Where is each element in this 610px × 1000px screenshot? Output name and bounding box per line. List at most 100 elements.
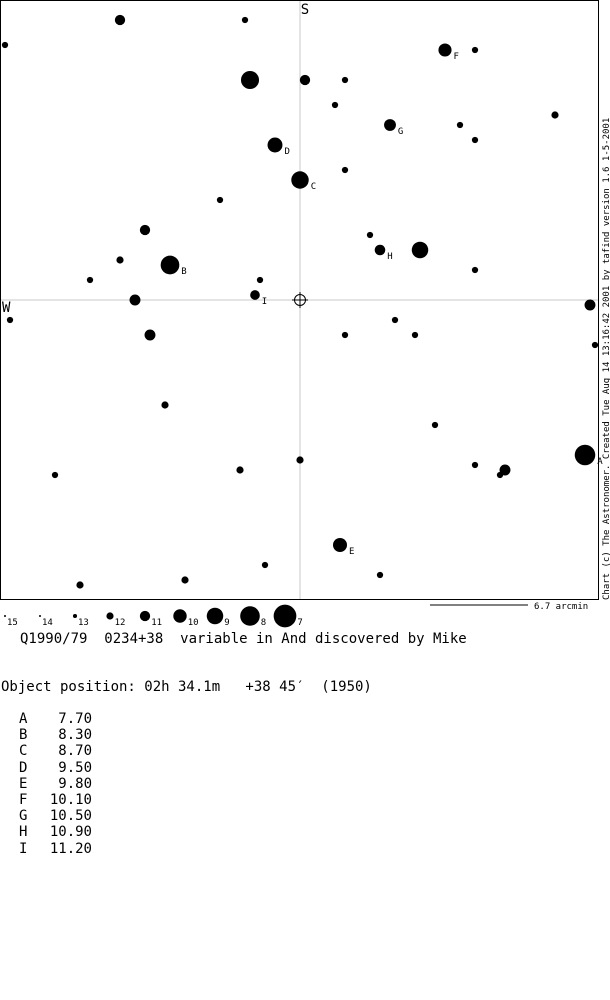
comparison-letter: G xyxy=(19,808,28,825)
field-star xyxy=(114,14,126,26)
comparison-star-c xyxy=(291,171,309,189)
star-label: H xyxy=(387,252,392,262)
key-label: 8 xyxy=(261,618,266,628)
field-star xyxy=(1,41,9,49)
key-label: 9 xyxy=(224,618,229,628)
field-star xyxy=(331,101,339,109)
field-star xyxy=(391,316,399,324)
comparison-row: A 7.70 xyxy=(19,711,92,727)
field-star xyxy=(584,299,596,311)
field-star xyxy=(296,456,304,464)
field-star xyxy=(6,316,14,324)
key-dot xyxy=(72,613,78,619)
key-dot xyxy=(39,615,41,617)
finder-chart: F G D C H B I A E S W Chart (c) The Astronomer. … xyxy=(0,0,610,628)
field-star xyxy=(471,461,479,469)
star-label: B xyxy=(181,267,186,277)
field-star xyxy=(86,276,94,284)
star-label: G xyxy=(398,127,403,137)
comparison-row: C 8.70 xyxy=(19,743,92,759)
field-star xyxy=(499,464,511,476)
field-star xyxy=(496,471,504,479)
comparison-star-f xyxy=(438,43,452,57)
object-position: Object position: 02h 34.1m +38 45′ (1950… xyxy=(1,679,372,695)
key-dot xyxy=(273,604,297,628)
key-dot xyxy=(106,612,114,620)
field-star xyxy=(299,74,311,86)
chart-title: Q1990/79 0234+38 variable in And discove… xyxy=(20,631,467,647)
star-label: F xyxy=(454,52,459,62)
key-dot xyxy=(139,610,151,622)
field-star xyxy=(366,231,374,239)
field-star xyxy=(591,341,599,349)
key-label: 10 xyxy=(188,618,199,628)
star-label: A xyxy=(597,457,603,467)
field-star xyxy=(411,331,419,339)
field-star xyxy=(256,276,264,284)
field-star xyxy=(551,111,559,119)
field-star xyxy=(376,571,384,579)
comparison-row: D 9.50 xyxy=(19,760,92,776)
target-marker-icon xyxy=(292,292,308,308)
comparison-magnitude: 7.70 xyxy=(58,711,92,727)
comparison-star-list: A 7.70 B 8.30 C 8.70 D 9.50 E 9.80 F 10.10 G 10… xyxy=(19,711,92,857)
field-star xyxy=(139,224,151,236)
field-star xyxy=(261,561,269,569)
field-star xyxy=(241,16,249,24)
field-star xyxy=(161,401,169,409)
comparison-magnitude: 10.10 xyxy=(49,791,92,808)
key-dot xyxy=(206,607,224,625)
key-dot xyxy=(240,606,260,626)
scale-label: 6.7 arcmin xyxy=(534,602,588,612)
key-label: 14 xyxy=(42,618,53,628)
star-label: I xyxy=(262,297,267,307)
comparison-row: H 10.90 xyxy=(19,824,92,840)
comparison-letter: E xyxy=(19,775,28,792)
star-field: F G D C H B I A E xyxy=(1,14,603,589)
comparison-magnitude: 8.30 xyxy=(58,727,92,744)
magnitude-key: 15 14 13 12 11 10 9 8 7 xyxy=(4,604,303,628)
north-label: S xyxy=(301,2,309,18)
key-label: 13 xyxy=(78,618,89,628)
comparison-magnitude: 10.90 xyxy=(49,824,92,841)
field-star xyxy=(144,329,156,341)
field-star xyxy=(456,121,464,129)
field-star xyxy=(129,294,141,306)
field-star xyxy=(471,46,479,54)
star-label: E xyxy=(349,547,354,557)
field-star xyxy=(411,241,429,259)
key-dot xyxy=(4,615,6,617)
comparison-magnitude: 9.50 xyxy=(58,759,92,776)
field-star xyxy=(51,471,59,479)
field-star xyxy=(471,266,479,274)
key-label: 11 xyxy=(151,618,162,628)
star-label: C xyxy=(311,182,316,192)
key-dot xyxy=(173,609,187,623)
field-star xyxy=(216,196,224,204)
comparison-star-e xyxy=(332,537,348,553)
key-label: 12 xyxy=(115,618,126,628)
comparison-row: F 10.10 xyxy=(19,792,92,808)
comparison-letter: C xyxy=(19,743,28,760)
comparison-star-i xyxy=(250,290,260,300)
comparison-star-a xyxy=(574,444,596,466)
field-star xyxy=(431,421,439,429)
key-label: 15 xyxy=(7,618,18,628)
field-star xyxy=(341,76,349,84)
key-label: 7 xyxy=(297,618,302,628)
comparison-letter: F xyxy=(19,791,28,808)
field-star xyxy=(341,331,349,339)
field-star xyxy=(240,70,260,90)
comparison-letter: H xyxy=(19,824,28,841)
field-star xyxy=(471,136,479,144)
comparison-star-h xyxy=(374,244,386,256)
field-star xyxy=(341,166,349,174)
field-star xyxy=(181,576,189,584)
comparison-letter: B xyxy=(19,727,28,744)
comparison-star-d xyxy=(267,137,283,153)
field-star xyxy=(76,581,84,589)
field-star xyxy=(116,256,124,264)
comparison-magnitude: 11.20 xyxy=(49,840,92,857)
comparison-magnitude: 10.50 xyxy=(49,808,92,825)
comparison-letter: A xyxy=(19,711,28,727)
